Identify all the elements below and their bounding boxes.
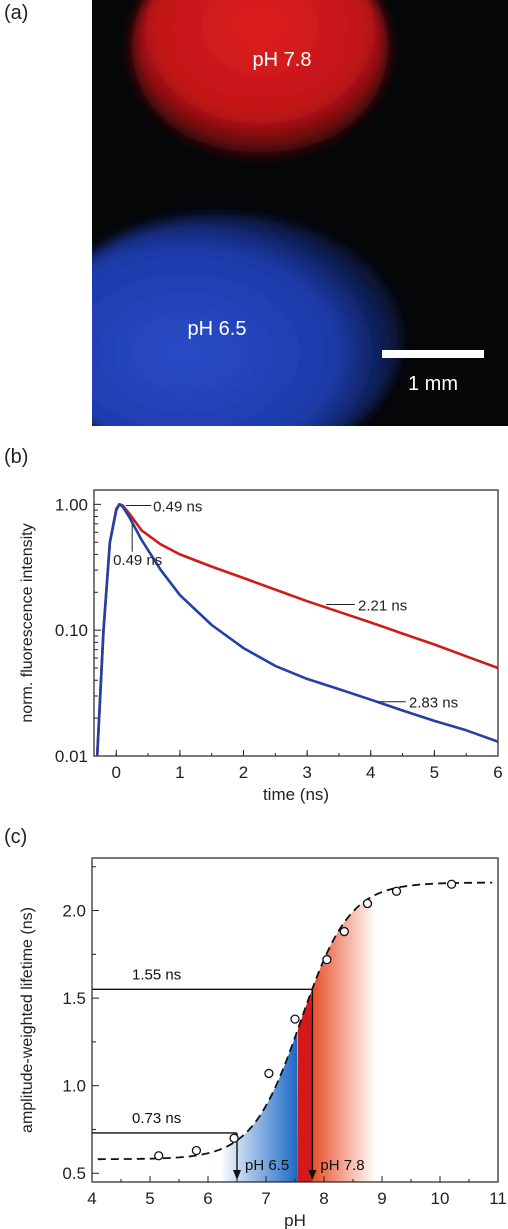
photo-bottom-label: pH 6.5 — [188, 318, 247, 340]
data-point — [264, 1068, 274, 1079]
data-point — [191, 1145, 202, 1156]
data-point — [290, 1014, 300, 1024]
y-tick-label: 1.0 — [62, 1077, 86, 1096]
data-point — [154, 1151, 164, 1161]
x-tick-label: 9 — [377, 1189, 386, 1208]
y-axis-label: norm. fluorescence intensity — [19, 523, 36, 722]
lookup-ph-label: pH 6.5 — [245, 1157, 289, 1174]
x-tick-label: 0 — [112, 763, 121, 782]
shaded-region-1 — [297, 990, 313, 1182]
red-droplet — [132, 0, 388, 156]
fit-curve — [97, 881, 493, 1161]
x-tick-label: 6 — [493, 763, 502, 782]
scale-bar-label: 1 mm — [408, 373, 458, 395]
x-tick-label: 3 — [302, 763, 311, 782]
annotation-label: 0.49 ns — [153, 498, 202, 515]
x-tick-label: 5 — [430, 763, 439, 782]
y-tick-label: 1.00 — [55, 495, 88, 514]
data-point — [229, 1133, 239, 1143]
lookup-ph-label: pH 7.8 — [320, 1157, 364, 1174]
photo-top-label: pH 7.8 — [253, 49, 312, 71]
annotation-label: 0.49 ns — [113, 552, 162, 569]
lookup-1: 1.55 ns pH 7.8 — [92, 966, 365, 1180]
x-tick-label: 4 — [87, 1189, 96, 1208]
fluorescence-image: pH 7.8 pH 6.5 1 mm — [92, 0, 508, 426]
lookup-arrowhead — [308, 1170, 317, 1180]
blue-droplet — [92, 215, 402, 426]
series-line-1 — [95, 503, 499, 757]
decay-chart: 0 1 2 3 4 5 6 0.01 0.10 1.00 0.49 ns 0.49 ns 2.21 ns… — [19, 489, 503, 804]
y-tick-label: 0.10 — [55, 621, 88, 640]
fluorescence-image-graphic: pH 7.8 pH 6.5 1 mm — [92, 0, 484, 426]
y-tick-label: 0.5 — [62, 1164, 86, 1183]
y-tick-label: 2.0 — [62, 902, 86, 921]
panel-b-label: (b) — [4, 446, 29, 468]
panel-c-label: (c) — [4, 826, 28, 848]
y-axis-label: amplitude-weighted lifetime (ns) — [19, 907, 36, 1133]
annotation-label: 2.83 ns — [409, 695, 458, 712]
x-tick-label: 6 — [203, 1189, 212, 1208]
y-tick-label: 1.5 — [62, 989, 86, 1008]
y-tick-label: 0.01 — [55, 747, 88, 766]
shaded-region-2 — [312, 894, 377, 1182]
data-point — [339, 926, 349, 937]
series-line-0 — [95, 503, 499, 757]
lookup-0: 0.73 ns pH 6.5 — [92, 1110, 289, 1180]
shaded-region-0 — [219, 1030, 298, 1182]
plot-frame — [93, 489, 499, 757]
data-point — [391, 886, 402, 896]
annotation-label: 2.21 ns — [358, 597, 407, 614]
lookup-value-label: 0.73 ns — [132, 1110, 181, 1127]
x-tick-label: 8 — [319, 1189, 328, 1208]
lookup-value-label: 1.55 ns — [132, 966, 181, 983]
x-axis-label: pH — [284, 1211, 306, 1229]
x-tick-label: 10 — [431, 1189, 450, 1208]
scale-bar — [382, 350, 484, 358]
x-tick-label: 11 — [489, 1189, 507, 1208]
data-point — [362, 898, 373, 909]
panel-a-label: (a) — [4, 2, 29, 24]
x-tick-label: 1 — [175, 763, 184, 782]
x-tick-label: 4 — [366, 763, 375, 782]
data-point — [322, 954, 332, 965]
x-tick-label: 2 — [239, 763, 248, 782]
x-axis-label: time (ns) — [263, 785, 329, 804]
annotation-group: 0.49 ns 0.49 ns 2.21 ns 2.83 ns — [113, 498, 458, 711]
data-point — [446, 879, 457, 889]
x-tick-label: 7 — [261, 1189, 270, 1208]
x-tick-label: 5 — [145, 1189, 154, 1208]
lookup-arrowhead — [233, 1170, 241, 1180]
